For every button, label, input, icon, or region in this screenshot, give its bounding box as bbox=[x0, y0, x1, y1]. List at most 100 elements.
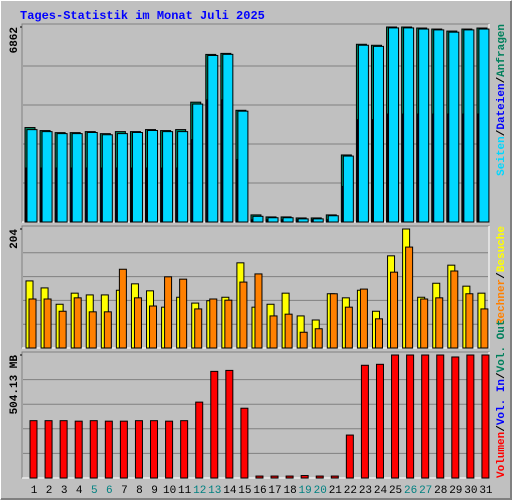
bar bbox=[481, 354, 490, 479]
bar bbox=[192, 103, 204, 223]
bar bbox=[270, 475, 279, 479]
legend-entry: Dateien bbox=[496, 83, 508, 129]
x-tick-label: 25 bbox=[389, 485, 402, 497]
bar bbox=[103, 311, 112, 349]
legend-entry: Volumen bbox=[496, 432, 508, 478]
legend-entry: Vol. Out bbox=[496, 320, 508, 373]
bar bbox=[58, 310, 67, 349]
bar bbox=[375, 363, 384, 479]
x-tick-label: 11 bbox=[178, 485, 192, 497]
bar bbox=[420, 298, 429, 349]
y-tick-label: 6862 bbox=[9, 27, 21, 53]
bar bbox=[403, 27, 415, 223]
legend-entry: Anfragen bbox=[496, 24, 508, 77]
x-tick-label: 27 bbox=[419, 485, 432, 497]
bar bbox=[421, 354, 430, 479]
bar bbox=[285, 475, 294, 479]
legend-entry: Besuche bbox=[496, 226, 508, 273]
x-tick-label: 22 bbox=[344, 485, 357, 497]
bar bbox=[450, 270, 459, 349]
bar bbox=[43, 298, 52, 349]
bar bbox=[116, 133, 128, 223]
bar bbox=[388, 27, 400, 223]
legend: Volumen/Vol. In/Vol. Out bbox=[496, 320, 508, 478]
x-tick-label: 30 bbox=[464, 485, 477, 497]
bar bbox=[240, 407, 249, 479]
bar bbox=[282, 217, 294, 223]
bar bbox=[104, 420, 113, 479]
bar bbox=[435, 297, 444, 349]
bar bbox=[297, 218, 309, 223]
bar bbox=[314, 328, 323, 349]
bar bbox=[150, 420, 159, 479]
bar bbox=[254, 273, 263, 349]
bar bbox=[359, 288, 368, 349]
bar bbox=[147, 129, 159, 223]
bar bbox=[194, 308, 203, 349]
x-tick-label: 8 bbox=[136, 485, 143, 497]
bar bbox=[269, 315, 278, 349]
x-tick-label: 13 bbox=[208, 485, 221, 497]
bar bbox=[480, 308, 489, 349]
x-tick-label: 15 bbox=[238, 485, 251, 497]
bar bbox=[315, 475, 324, 479]
bar bbox=[224, 299, 233, 349]
bar bbox=[360, 364, 369, 479]
x-tick-label: 26 bbox=[404, 485, 417, 497]
bar bbox=[207, 54, 219, 223]
bar bbox=[133, 297, 142, 349]
x-tick-label: 21 bbox=[329, 485, 343, 497]
x-tick-label: 5 bbox=[91, 485, 98, 497]
legend-entry: Seiten bbox=[496, 136, 508, 176]
x-tick-label: 1 bbox=[31, 485, 38, 497]
bar bbox=[284, 313, 293, 349]
y-tick-label: 204 bbox=[9, 229, 21, 249]
bar bbox=[344, 306, 353, 349]
bar bbox=[177, 131, 189, 223]
bar bbox=[329, 293, 338, 349]
bar bbox=[342, 155, 354, 223]
x-tick-label: 4 bbox=[76, 485, 83, 497]
bar bbox=[118, 268, 127, 349]
bar bbox=[465, 293, 474, 349]
legend-separator: / bbox=[496, 372, 508, 379]
x-tick-label: 14 bbox=[223, 485, 237, 497]
x-tick-label: 7 bbox=[121, 485, 128, 497]
bar bbox=[466, 354, 475, 479]
bar bbox=[239, 281, 248, 349]
bar bbox=[357, 44, 369, 223]
x-tick-label: 10 bbox=[163, 485, 176, 497]
bar bbox=[237, 110, 249, 223]
bar bbox=[391, 354, 400, 479]
x-tick-label: 2 bbox=[46, 485, 53, 497]
bar bbox=[478, 28, 490, 223]
bar bbox=[41, 131, 53, 223]
x-tick-label: 28 bbox=[434, 485, 447, 497]
bar bbox=[255, 475, 264, 479]
legend: Seiten/Dateien/Anfragen bbox=[496, 24, 508, 176]
legend-entry: Rechner bbox=[496, 279, 508, 325]
bar bbox=[44, 420, 53, 479]
bar bbox=[88, 311, 97, 349]
x-tick-label: 24 bbox=[374, 485, 388, 497]
bar bbox=[73, 297, 82, 349]
bar bbox=[180, 420, 189, 479]
bar bbox=[28, 298, 37, 349]
bar bbox=[195, 401, 204, 479]
bar bbox=[267, 217, 279, 223]
x-tick-label: 16 bbox=[253, 485, 266, 497]
bar bbox=[165, 420, 174, 479]
bar bbox=[374, 318, 383, 349]
bar bbox=[299, 331, 308, 349]
bar bbox=[162, 131, 174, 223]
chart-title: Tages-Statistik im Monat Juli 2025 bbox=[20, 9, 265, 23]
bar bbox=[390, 271, 399, 349]
bar bbox=[418, 28, 430, 223]
bar bbox=[179, 278, 188, 349]
x-tick-label: 12 bbox=[193, 485, 206, 497]
bar bbox=[29, 420, 38, 479]
bar bbox=[134, 420, 143, 479]
